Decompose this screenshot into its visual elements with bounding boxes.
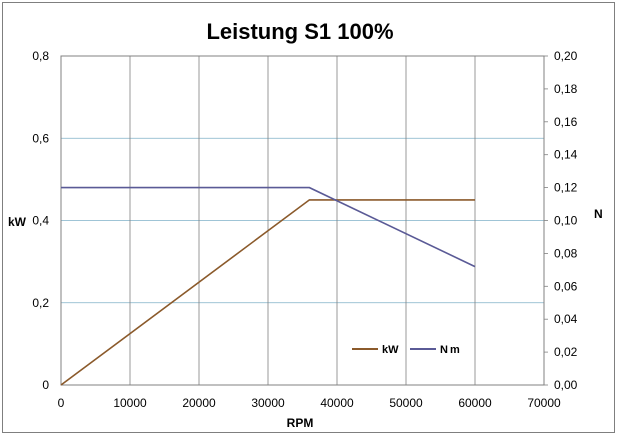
- y-right-tick-label: 0,00: [554, 378, 578, 392]
- grid: [60, 55, 545, 386]
- x-tick-label: 50000: [389, 396, 423, 410]
- y-left-tick-label: 0,6: [32, 131, 49, 145]
- y-right-tick-label: 0,12: [554, 181, 578, 195]
- series-line-nm: [61, 186, 476, 268]
- x-tick-label: 60000: [458, 396, 492, 410]
- y-right-tick-label: 0,02: [554, 345, 578, 359]
- y-right-tick-label: 0,16: [554, 115, 578, 129]
- y-left-tick-label: 0,8: [32, 49, 49, 63]
- y-axis-right-label: N: [594, 207, 603, 221]
- chart-title: Leistung S1 100%: [206, 19, 393, 44]
- x-tick-label: 40000: [320, 396, 354, 410]
- right-axis: 0,00 0,02 0,04 0,06 0,08 0,10 0,12 0,14 0,16 0,18…: [544, 49, 578, 392]
- chart-frame: [2, 2, 615, 433]
- y-left-tick-label: 0: [42, 378, 49, 392]
- series-group: [60, 186, 476, 386]
- y-right-tick-label: 0,20: [554, 49, 578, 63]
- y-left-tick-label: 0,2: [32, 296, 49, 310]
- y-right-tick-label: 0,04: [554, 312, 578, 326]
- x-tick-label: 30000: [251, 396, 285, 410]
- legend-kw-label: kW: [382, 344, 399, 356]
- y-right-tick-label: 0,18: [554, 82, 578, 96]
- legend: kW Nm: [352, 344, 462, 356]
- legend-nm-label: Nm: [440, 344, 462, 356]
- y-right-tick-label: 0,14: [554, 148, 578, 162]
- y-right-tick-label: 0,06: [554, 279, 578, 293]
- y-right-tick-label: 0,08: [554, 246, 578, 260]
- x-axis: 0 10000 20000 30000 40000 50000 60000 70000: [58, 396, 561, 410]
- series-line-kw: [60, 199, 475, 386]
- x-tick-label: 70000: [527, 396, 561, 410]
- y-axis-left-label: kW: [8, 215, 27, 229]
- x-tick-label: 10000: [113, 396, 147, 410]
- y-right-tick-label: 0,10: [554, 214, 578, 228]
- y-left-tick-label: 0,4: [32, 214, 49, 228]
- left-axis: 0 0,2 0,4 0,6 0,8: [32, 49, 49, 392]
- x-tick-label: 0: [58, 396, 65, 410]
- x-tick-label: 20000: [182, 396, 216, 410]
- x-axis-label: RPM: [287, 416, 314, 430]
